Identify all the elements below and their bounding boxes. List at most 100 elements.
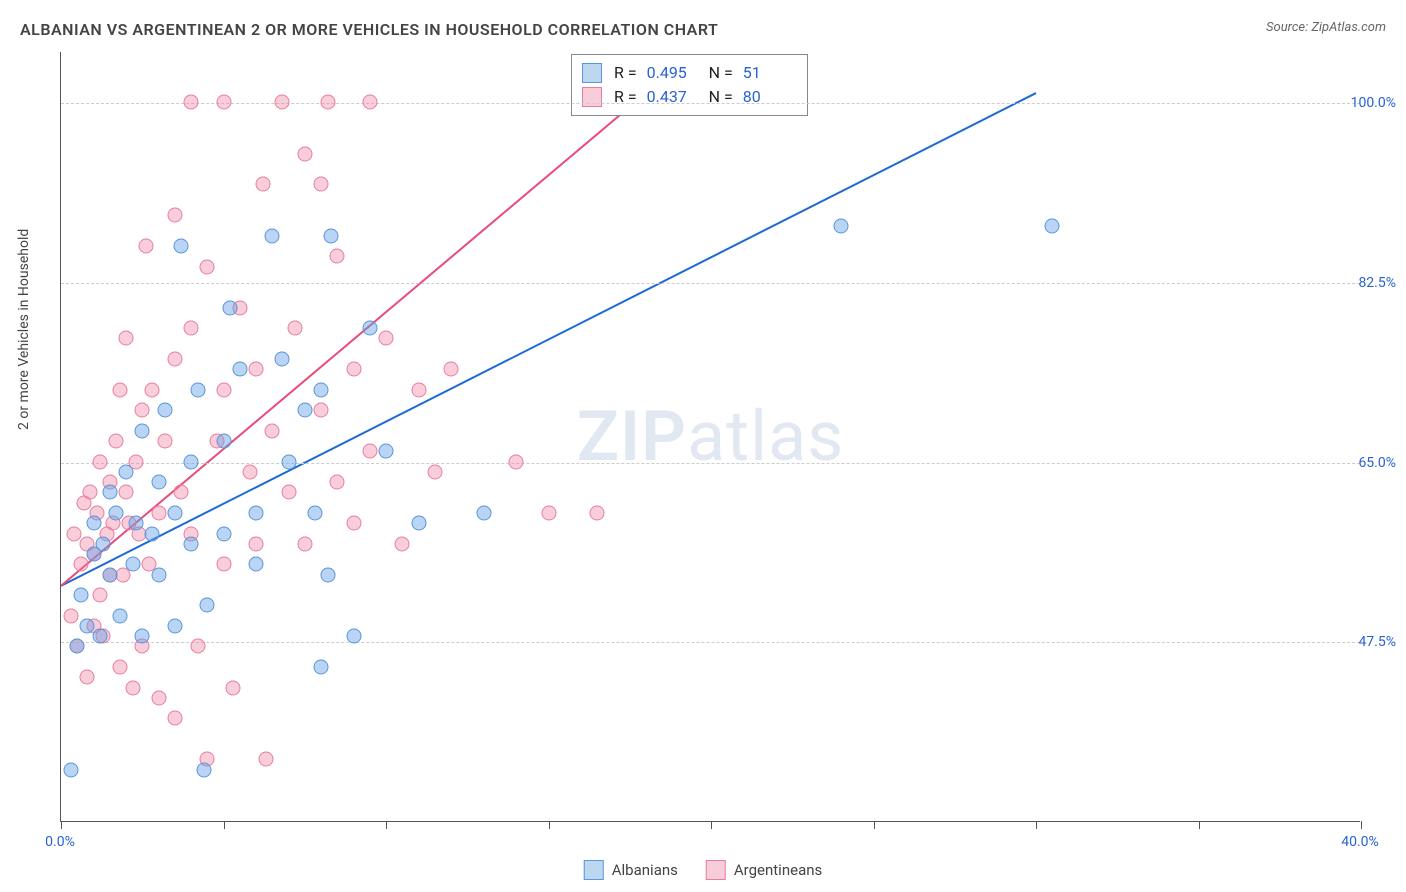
scatter-point-argentineans xyxy=(346,516,361,531)
scatter-point-argentineans xyxy=(314,403,329,418)
xtick xyxy=(386,821,387,829)
scatter-point-albanians xyxy=(135,423,150,438)
gridline xyxy=(61,463,1360,464)
gridline xyxy=(61,642,1360,643)
scatter-point-argentineans xyxy=(125,680,140,695)
scatter-point-argentineans xyxy=(145,382,160,397)
scatter-point-albanians xyxy=(184,454,199,469)
scatter-point-albanians xyxy=(216,434,231,449)
stats-row-argentineans: R = 0.437 N = 80 xyxy=(582,85,793,109)
scatter-point-albanians xyxy=(834,218,849,233)
scatter-point-albanians xyxy=(135,629,150,644)
scatter-point-argentineans xyxy=(411,382,426,397)
scatter-point-albanians xyxy=(476,506,491,521)
scatter-point-albanians xyxy=(80,618,95,633)
scatter-point-albanians xyxy=(102,567,117,582)
ytick-label: 100.0% xyxy=(1351,95,1396,111)
trend-line-argentineans xyxy=(61,93,646,586)
y-axis-label: 2 or more Vehicles in Household xyxy=(16,229,32,430)
scatter-point-albanians xyxy=(281,454,296,469)
scatter-point-albanians xyxy=(314,382,329,397)
scatter-point-argentineans xyxy=(242,464,257,479)
scatter-point-argentineans xyxy=(135,403,150,418)
scatter-point-argentineans xyxy=(362,444,377,459)
xtick xyxy=(224,821,225,829)
scatter-point-albanians xyxy=(158,403,173,418)
scatter-point-argentineans xyxy=(119,485,134,500)
scatter-point-albanians xyxy=(216,526,231,541)
watermark: ZIPatlas xyxy=(577,396,845,478)
scatter-point-argentineans xyxy=(151,690,166,705)
scatter-point-argentineans xyxy=(362,95,377,110)
r-value-albanians: 0.495 xyxy=(647,61,697,85)
scatter-point-argentineans xyxy=(200,259,215,274)
scatter-point-albanians xyxy=(320,567,335,582)
scatter-point-argentineans xyxy=(184,95,199,110)
scatter-point-albanians xyxy=(379,444,394,459)
scatter-point-argentineans xyxy=(314,177,329,192)
scatter-point-argentineans xyxy=(184,321,199,336)
legend-label-argentineans: Argentineans xyxy=(734,861,822,879)
scatter-point-albanians xyxy=(125,557,140,572)
scatter-point-argentineans xyxy=(265,423,280,438)
scatter-point-argentineans xyxy=(255,177,270,192)
scatter-point-argentineans xyxy=(330,249,345,264)
scatter-point-albanians xyxy=(109,506,124,521)
scatter-point-albanians xyxy=(63,762,78,777)
ytick-label: 47.5% xyxy=(1358,634,1396,650)
scatter-point-argentineans xyxy=(167,208,182,223)
stats-legend-box: R = 0.495 N = 51 R = 0.437 N = 80 xyxy=(571,54,808,116)
scatter-point-argentineans xyxy=(216,95,231,110)
legend-swatch-argentineans xyxy=(706,860,726,880)
scatter-point-albanians xyxy=(265,228,280,243)
source-attribution: Source: ZipAtlas.com xyxy=(1266,20,1386,35)
scatter-point-argentineans xyxy=(258,752,273,767)
scatter-point-argentineans xyxy=(346,362,361,377)
scatter-point-argentineans xyxy=(541,506,556,521)
scatter-point-albanians xyxy=(362,321,377,336)
scatter-point-argentineans xyxy=(63,608,78,623)
xtick xyxy=(711,821,712,829)
xtick xyxy=(549,821,550,829)
scatter-point-argentineans xyxy=(444,362,459,377)
scatter-point-argentineans xyxy=(226,680,241,695)
scatter-point-argentineans xyxy=(427,464,442,479)
trend-lines-layer xyxy=(61,52,1361,822)
r-label-2: R = xyxy=(614,85,637,109)
scatter-point-albanians xyxy=(102,485,117,500)
scatter-point-argentineans xyxy=(80,670,95,685)
scatter-point-argentineans xyxy=(73,557,88,572)
r-label: R = xyxy=(614,61,637,85)
scatter-point-albanians xyxy=(346,629,361,644)
source-name: ZipAtlas.com xyxy=(1311,20,1386,35)
scatter-point-argentineans xyxy=(158,434,173,449)
xtick-label: 0.0% xyxy=(45,834,75,850)
scatter-point-argentineans xyxy=(93,454,108,469)
scatter-point-albanians xyxy=(119,464,134,479)
scatter-point-argentineans xyxy=(288,321,303,336)
scatter-point-albanians xyxy=(314,660,329,675)
ytick-label: 82.5% xyxy=(1358,275,1396,291)
scatter-point-argentineans xyxy=(297,536,312,551)
legend-item-albanians: Albanians xyxy=(584,860,678,880)
scatter-point-argentineans xyxy=(112,382,127,397)
xtick xyxy=(61,821,62,829)
scatter-point-albanians xyxy=(307,506,322,521)
scatter-point-albanians xyxy=(411,516,426,531)
scatter-point-argentineans xyxy=(275,95,290,110)
scatter-point-albanians xyxy=(275,352,290,367)
xtick-label: 40.0% xyxy=(1341,834,1379,850)
scatter-point-albanians xyxy=(151,567,166,582)
chart-title: ALBANIAN VS ARGENTINEAN 2 OR MORE VEHICL… xyxy=(20,20,718,39)
scatter-point-argentineans xyxy=(281,485,296,500)
legend-item-argentineans: Argentineans xyxy=(706,860,822,880)
source-prefix: Source: xyxy=(1266,20,1308,35)
scatter-point-argentineans xyxy=(590,506,605,521)
scatter-point-albanians xyxy=(93,629,108,644)
scatter-point-argentineans xyxy=(119,331,134,346)
scatter-point-albanians xyxy=(151,475,166,490)
scatter-point-argentineans xyxy=(93,588,108,603)
scatter-point-albanians xyxy=(86,516,101,531)
xtick xyxy=(1036,821,1037,829)
scatter-point-albanians xyxy=(249,557,264,572)
